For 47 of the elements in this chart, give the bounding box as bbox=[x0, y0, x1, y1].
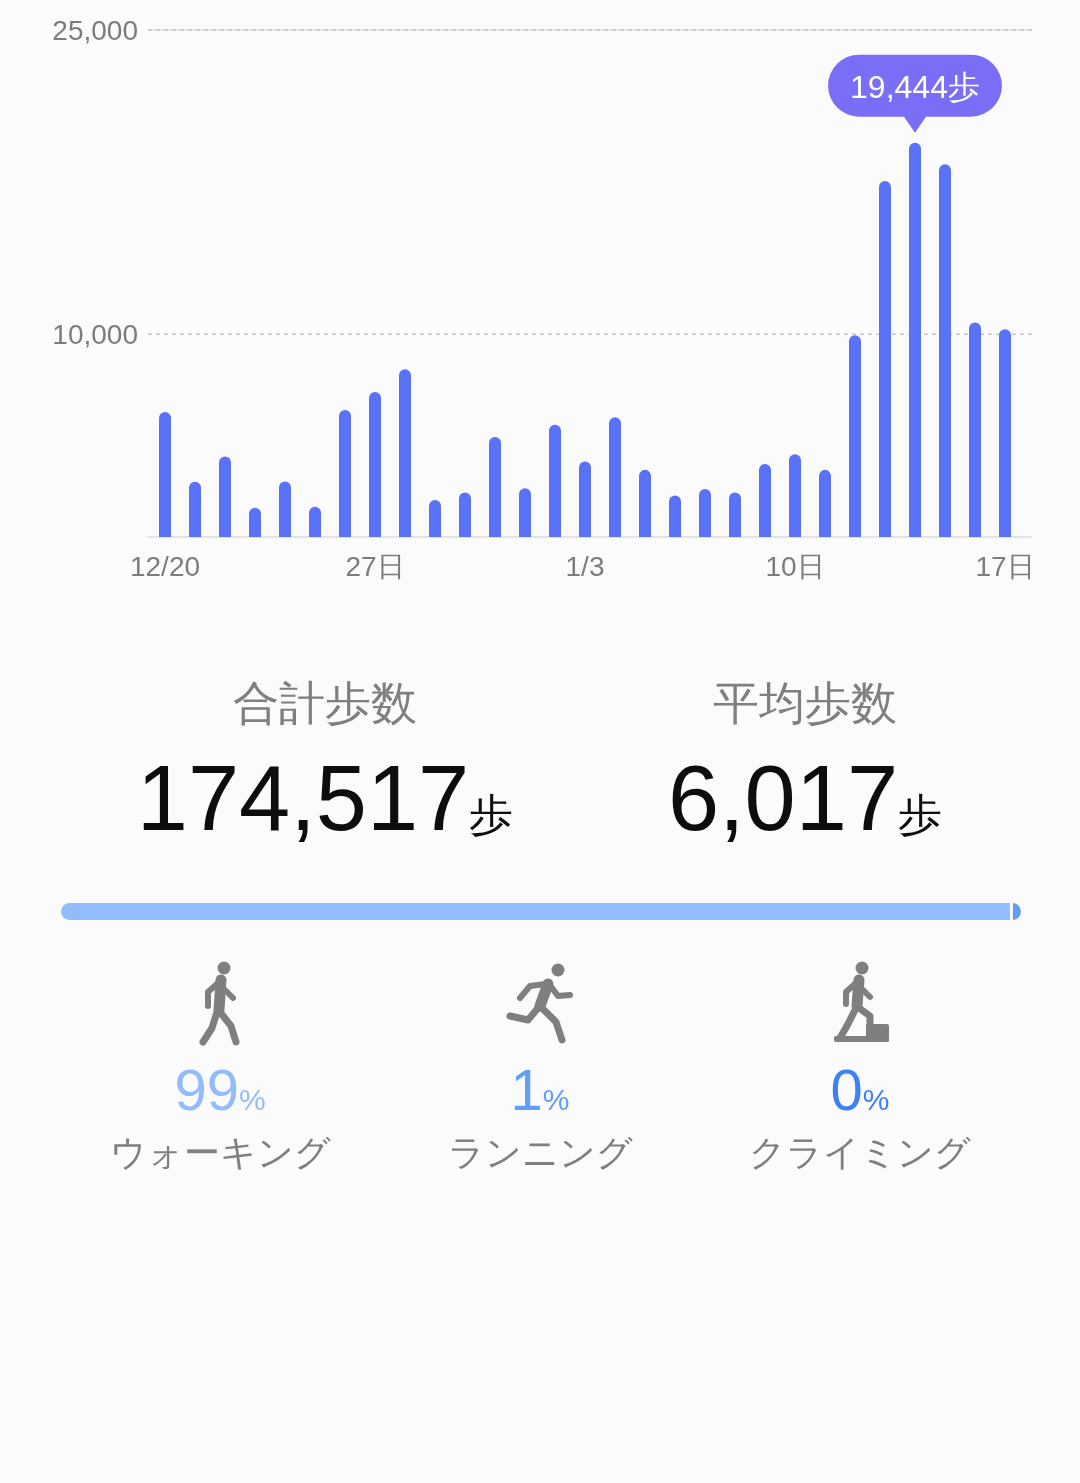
text: 174,517歩 bbox=[136, 747, 514, 849]
data-label: 0% bbox=[830, 1057, 890, 1122]
bar bbox=[369, 392, 381, 537]
data-label: 99% bbox=[174, 1057, 266, 1122]
bar bbox=[609, 417, 621, 537]
bar bbox=[339, 410, 351, 537]
bar bbox=[459, 492, 471, 537]
data-label: 1% bbox=[510, 1057, 570, 1122]
y-tick-label: 25,000 bbox=[52, 14, 138, 46]
x-tick-label: 12/20 bbox=[129, 550, 201, 582]
bar bbox=[879, 181, 891, 537]
text: 6,017歩 bbox=[667, 747, 943, 849]
category-label: クライミング bbox=[749, 1131, 971, 1173]
bar bbox=[489, 437, 501, 537]
bar bbox=[399, 369, 411, 537]
bar bbox=[309, 506, 321, 537]
x-tick-label: 10日 bbox=[765, 550, 825, 582]
bar bbox=[669, 495, 681, 537]
bar bbox=[549, 424, 561, 537]
x-tick-label: 27日 bbox=[345, 550, 405, 582]
bar bbox=[579, 461, 591, 537]
bar bbox=[219, 456, 231, 537]
bar bbox=[729, 492, 741, 537]
bar bbox=[159, 412, 171, 537]
category-label: ウォーキング bbox=[109, 1131, 331, 1173]
y-tick-label: 10,000 bbox=[52, 318, 138, 350]
bar bbox=[279, 481, 291, 537]
bar bbox=[519, 488, 531, 537]
bar bbox=[759, 464, 771, 537]
category-label: ランニング bbox=[447, 1131, 633, 1173]
bar bbox=[639, 469, 651, 537]
data-label: 19,444歩 bbox=[850, 68, 980, 105]
bar bbox=[849, 335, 861, 537]
bar bbox=[189, 481, 201, 537]
bar bbox=[969, 322, 981, 537]
bar bbox=[249, 507, 261, 537]
bar bbox=[939, 164, 951, 537]
bar bbox=[819, 469, 831, 537]
bar bbox=[699, 488, 711, 537]
x-tick-label: 17日 bbox=[975, 550, 1035, 582]
x-tick-label: 1/3 bbox=[565, 550, 605, 582]
bar bbox=[789, 454, 801, 537]
bar bbox=[429, 499, 441, 537]
text: 合計歩数 bbox=[233, 677, 417, 729]
bar bbox=[999, 329, 1011, 537]
text: 平均歩数 bbox=[713, 677, 897, 729]
bar bbox=[909, 142, 921, 537]
